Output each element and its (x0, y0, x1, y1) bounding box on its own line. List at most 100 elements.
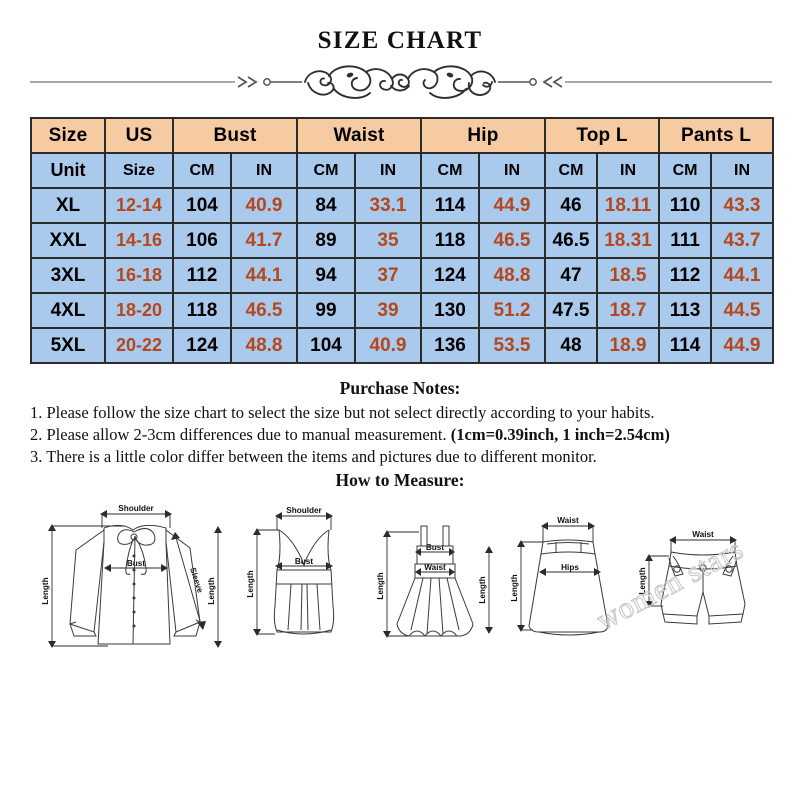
purchase-note-2-conversion: (1cm=0.39inch, 1 inch=2.54cm) (450, 425, 670, 445)
unit-header-bust-cm: CM (172, 152, 232, 189)
cell-size: 4XL (30, 292, 106, 329)
cell-hip-in: 44.9 (478, 187, 546, 224)
cell-hip-cm: 124 (420, 257, 480, 294)
unit-header-unit: Unit (30, 152, 106, 189)
purchase-note-2: 2. Please allow 2-3cm differences due to… (30, 424, 770, 446)
cell-bust-cm: 106 (172, 222, 232, 259)
blouse-bust-dim (104, 564, 168, 573)
table-row: XXL 14-16 106 41.7 89 35 118 46.5 46.5 1… (30, 222, 775, 259)
dress-bust-label: Bust (426, 543, 444, 552)
cell-size: 3XL (30, 257, 106, 294)
cell-pantsl-in: 44.1 (710, 257, 775, 294)
dress-length-dim (383, 530, 419, 639)
cell-us: 20-22 (104, 327, 174, 364)
skirt-waist-label: Waist (557, 516, 579, 525)
cell-bust-in: 41.7 (230, 222, 298, 259)
shorts-waist-label: Waist (692, 530, 714, 539)
cell-waist-in: 33.1 (354, 187, 422, 224)
cell-hip-cm: 130 (420, 292, 480, 329)
dress-waist-dim (415, 568, 455, 577)
blouse-right-length-label: Length (207, 578, 216, 605)
tank-length-label: Length (246, 571, 255, 598)
unit-header-hip-cm: CM (420, 152, 480, 189)
size-chart-table: Size US Bust Waist Hip Top L Pants L Uni… (30, 117, 775, 364)
cell-us: 18-20 (104, 292, 174, 329)
blouse-bust-label: Bust (127, 559, 145, 568)
cell-us: 14-16 (104, 222, 174, 259)
cell-topl-in: 18.9 (595, 327, 661, 364)
cell-bust-in: 40.9 (230, 187, 298, 224)
cell-pantsl-in: 44.9 (710, 327, 775, 364)
cell-topl-in: 18.5 (595, 257, 661, 294)
shorts-length-dim (645, 554, 669, 609)
tank-outline (273, 529, 335, 635)
unit-header-hip-in: IN (478, 152, 546, 189)
shorts-outline (660, 551, 746, 625)
cell-waist-in: 39 (354, 292, 422, 329)
blouse-buttons (132, 554, 136, 628)
cell-pantsl-in: 43.3 (710, 187, 775, 224)
diagram-tank-top: Shoulder Length Bust (235, 496, 367, 671)
tank-bust-label: Bust (295, 557, 313, 566)
table-row: 5XL 20-22 124 48.8 104 40.9 136 53.5 48 … (30, 327, 775, 364)
cell-size: 5XL (30, 327, 106, 364)
cell-hip-in: 53.5 (478, 327, 546, 364)
diagram-strap-dress: Length Length Bust Waist (367, 496, 503, 671)
skirt-length-label: Length (510, 575, 519, 602)
size-table-container: Size US Bust Waist Hip Top L Pants L Uni… (30, 117, 775, 364)
purchase-note-3: 3. There is a little color differ betwee… (30, 447, 597, 467)
cell-topl-cm: 48 (544, 327, 598, 364)
how-to-measure-heading: How to Measure: (335, 470, 465, 491)
purchase-note-1: 1. Please follow the size chart to selec… (30, 403, 655, 423)
cell-hip-in: 51.2 (478, 292, 546, 329)
blouse-sleeve-label: Sleeve (188, 567, 205, 595)
cell-hip-in: 46.5 (478, 222, 546, 259)
purchase-notes-heading: Purchase Notes: (339, 378, 461, 398)
purchase-note-2-plain: 2. Please allow 2-3cm differences due to… (30, 425, 451, 445)
cell-bust-cm: 118 (172, 292, 232, 329)
cell-waist-cm: 104 (296, 327, 356, 364)
cell-us: 16-18 (104, 257, 174, 294)
diagram-blouse: Length Length Shoulder (30, 496, 235, 671)
shorts-length-label: Length (638, 568, 647, 595)
cell-bust-cm: 112 (172, 257, 232, 294)
table-row: 4XL 18-20 118 46.5 99 39 130 51.2 47.5 1… (30, 292, 775, 329)
unit-header-topl-in: IN (595, 152, 661, 189)
cell-pantsl-in: 43.7 (710, 222, 775, 259)
diagram-shorts: Waist Length (597, 496, 779, 671)
cell-bust-in: 48.8 (230, 327, 298, 364)
cell-topl-cm: 46 (544, 187, 598, 224)
page-title: SIZE CHART (317, 27, 483, 54)
cell-bust-in: 44.1 (230, 257, 298, 294)
cell-size: XL (30, 187, 106, 224)
dress-right-length-label: Length (478, 577, 487, 604)
table-unit-header-row: Unit Size CM IN CM IN CM IN CM IN CM IN (30, 152, 775, 189)
skirt-hips-label: Hips (561, 563, 579, 572)
cell-topl-in: 18.31 (595, 222, 661, 259)
table-row: 3XL 16-18 112 44.1 94 37 124 48.8 47 18.… (30, 257, 775, 294)
unit-header-waist-in: IN (354, 152, 422, 189)
cell-waist-cm: 94 (296, 257, 356, 294)
cell-waist-cm: 84 (296, 187, 356, 224)
cell-pantsl-cm: 110 (658, 187, 713, 224)
group-header-us: US (104, 117, 174, 154)
cell-waist-in: 35 (354, 222, 422, 259)
unit-header-bust-in: IN (230, 152, 298, 189)
blouse-shoulder-label: Shoulder (118, 504, 154, 513)
cell-size: XXL (30, 222, 106, 259)
cell-pantsl-cm: 114 (658, 327, 713, 364)
dress-waist-label: Waist (424, 563, 446, 572)
cell-us: 12-14 (104, 187, 174, 224)
cell-waist-in: 37 (354, 257, 422, 294)
cell-hip-cm: 136 (420, 327, 480, 364)
how-to-measure-diagrams: Length Length Shoulder (30, 496, 770, 671)
blouse-shoulder-dim (100, 510, 172, 529)
blouse-length-label: Length (41, 578, 50, 605)
cell-bust-cm: 104 (172, 187, 232, 224)
cell-pantsl-cm: 112 (658, 257, 713, 294)
skirt-hips-dim (539, 568, 601, 577)
group-header-top-l: Top L (543, 117, 661, 154)
cell-hip-cm: 118 (420, 222, 480, 259)
cell-waist-cm: 99 (296, 292, 356, 329)
unit-header-us-size: Size (104, 152, 174, 189)
